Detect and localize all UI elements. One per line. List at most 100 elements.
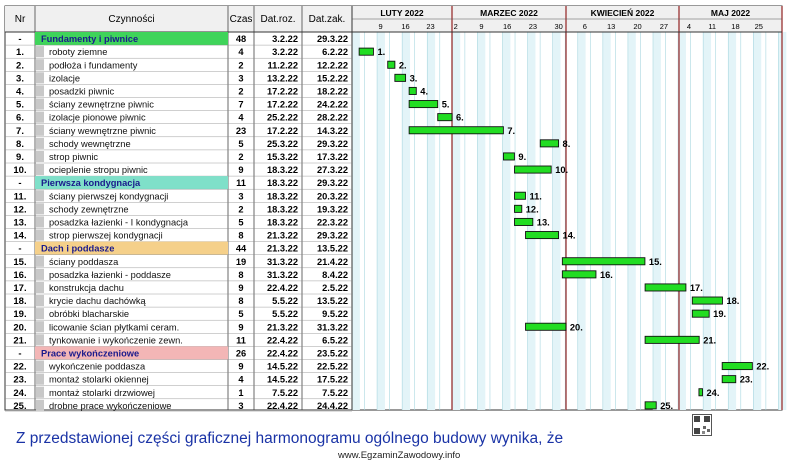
task-name: roboty ziemne <box>49 47 107 57</box>
row-end-date: 2.5.22 <box>322 283 348 293</box>
task-name: posadzka łazienki - poddasze <box>49 270 171 280</box>
task-bar-label: 12. <box>526 204 539 214</box>
day-tick-label: 4 <box>687 22 691 31</box>
task-bar <box>691 309 710 318</box>
row-duration: 3 <box>238 191 243 201</box>
row-indent-marker <box>36 399 44 411</box>
task-name: drobne prace wykończeniowe <box>49 401 171 411</box>
row-end-date: 18.2.22 <box>317 87 348 97</box>
grid-stripe <box>552 32 561 410</box>
task-name: ściany poddasza <box>49 257 119 267</box>
row-end-date: 8.4.22 <box>322 270 348 280</box>
row-start-date: 17.2.22 <box>267 100 298 110</box>
row-start-date: 22.4.22 <box>267 401 298 411</box>
gantt-schedule: 1.2.3.4.5.6.7.8.9.10.11.12.13.14.15.16.1… <box>4 5 787 412</box>
row-start-date: 5.5.22 <box>272 296 298 306</box>
day-tick-label: 25 <box>755 22 763 31</box>
website-label: www.EgzaminZawodowy.info <box>338 450 461 461</box>
task-name: konstrukcja dachu <box>49 283 124 293</box>
row-duration: 5 <box>238 139 243 149</box>
row-duration: 2 <box>238 87 243 97</box>
row-end-date: 14.3.22 <box>317 126 348 136</box>
row-duration: 44 <box>236 244 247 254</box>
task-bar <box>514 204 523 213</box>
task-bar-label: 23. <box>740 375 753 385</box>
row-nr: 3. <box>16 73 24 84</box>
row-start-date: 22.4.22 <box>267 349 298 359</box>
row-duration: 8 <box>238 231 243 241</box>
row-duration: 5 <box>238 218 243 228</box>
row-end-date: 21.4.22 <box>317 257 348 267</box>
task-name: izolacje pionowe piwnic <box>49 113 146 123</box>
row-end-date: 9.5.22 <box>322 309 348 319</box>
row-indent-marker <box>36 203 44 215</box>
row-nr: - <box>18 34 21 45</box>
row-nr: 11. <box>14 191 27 202</box>
row-nr: 10. <box>13 165 26 176</box>
row-duration: 8 <box>238 296 243 306</box>
row-indent-marker <box>36 334 44 346</box>
row-duration: 2 <box>238 204 243 214</box>
task-bar-label: 17. <box>690 283 703 293</box>
group-row-fill <box>35 32 228 46</box>
day-tick-label: 11 <box>708 22 716 31</box>
grid-stripe <box>627 32 636 410</box>
task-name: obróbki blacharskie <box>49 309 129 319</box>
grid-stripe <box>577 32 586 410</box>
row-start-date: 14.5.22 <box>267 375 298 385</box>
task-bar-label: 21. <box>703 335 716 345</box>
row-duration: 4 <box>238 47 244 57</box>
task-bar-label: 11. <box>529 191 541 201</box>
row-start-date: 14.5.22 <box>267 362 298 372</box>
row-nr: 13. <box>13 218 26 229</box>
row-start-date: 25.2.22 <box>267 113 298 123</box>
row-start-date: 3.2.22 <box>272 34 298 44</box>
row-nr: 22. <box>13 362 26 373</box>
row-end-date: 6.5.22 <box>322 335 348 345</box>
row-duration: 48 <box>236 34 246 44</box>
grid-stripe <box>653 32 661 410</box>
row-end-date: 20.3.22 <box>317 191 348 201</box>
task-bar <box>525 322 567 331</box>
row-start-date: 21.3.22 <box>267 322 298 332</box>
task-name: montaż stolarki okiennej <box>49 375 149 385</box>
row-nr: - <box>18 244 21 255</box>
row-end-date: 13.5.22 <box>317 296 348 306</box>
task-bar <box>644 401 657 410</box>
row-duration: 4 <box>238 375 244 385</box>
month-label: KWIECIEŃ 2022 <box>591 8 655 18</box>
task-bar-label: 19. <box>713 309 726 319</box>
task-bar <box>514 165 552 174</box>
task-name: strop pierwszej kondygnacji <box>49 231 163 241</box>
task-bar <box>514 191 526 200</box>
task-bar-label: 22. <box>756 362 769 372</box>
row-indent-marker <box>36 308 44 320</box>
task-name: ściany wewnętrzne piwnic <box>49 126 156 136</box>
row-indent-marker <box>36 72 44 84</box>
row-nr: 4. <box>16 87 24 98</box>
task-bar <box>644 335 700 344</box>
task-bar-label: 24. <box>707 388 720 398</box>
row-indent-marker <box>36 85 44 97</box>
task-bar-label: 18. <box>726 296 739 306</box>
row-end-date: 22.3.22 <box>317 218 348 228</box>
task-bar <box>387 60 396 69</box>
row-nr: 7. <box>16 126 24 137</box>
row-duration: 1 <box>238 388 243 398</box>
task-name: podłoża i fundamenty <box>49 60 138 70</box>
row-duration: 9 <box>238 362 243 372</box>
grid-stripe <box>477 32 486 410</box>
row-indent-marker <box>36 164 44 176</box>
day-tick-label: 6 <box>583 22 587 31</box>
task-bar-label: 10. <box>555 165 568 175</box>
row-indent-marker <box>36 386 44 398</box>
row-start-date: 17.2.22 <box>267 126 298 136</box>
header-nr: Nr <box>15 14 26 25</box>
row-end-date: 19.3.22 <box>317 204 348 214</box>
row-start-date: 25.3.22 <box>267 139 298 149</box>
month-label: LUTY 2022 <box>380 8 424 18</box>
group-name: Pierwsza kondygnacja <box>41 178 141 188</box>
row-indent-marker <box>36 229 44 241</box>
header-duration: Czas <box>230 14 253 25</box>
row-start-date: 18.3.22 <box>267 191 298 201</box>
